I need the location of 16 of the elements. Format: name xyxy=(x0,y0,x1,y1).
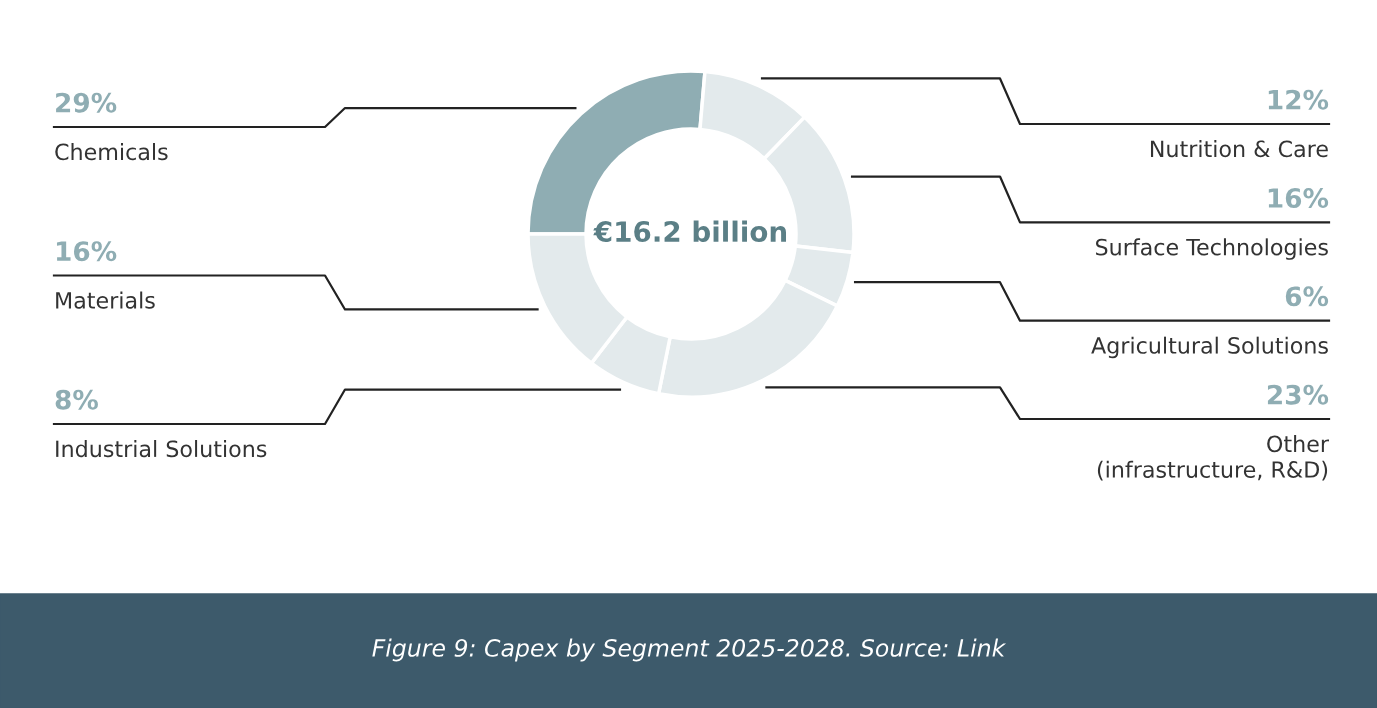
slice-label: Nutrition & Care xyxy=(1150,140,1328,158)
data-label: 6% xyxy=(1285,286,1329,307)
slice-label: Surface Technologies xyxy=(1095,238,1328,260)
caption: Figure 9: Capex by Segment 2025-2028. Source: Link xyxy=(372,638,1007,662)
slice-label: Chemicals xyxy=(55,143,168,161)
text: €16.2 billion xyxy=(593,220,787,243)
data-label: 8% xyxy=(55,389,98,410)
data-label: 29% xyxy=(56,92,117,113)
slice-label: Other (infrastructure, R&D) xyxy=(1097,435,1329,481)
data-label: 16% xyxy=(56,241,117,262)
slice-label: Industrial Solutions xyxy=(56,440,267,458)
data-label: 16% xyxy=(1268,188,1329,208)
slice-label: Agricultural Solutions xyxy=(1091,336,1328,359)
data-label: 23% xyxy=(1267,384,1329,405)
slice-label: Materials xyxy=(56,291,155,309)
data-label: 12% xyxy=(1268,89,1329,110)
